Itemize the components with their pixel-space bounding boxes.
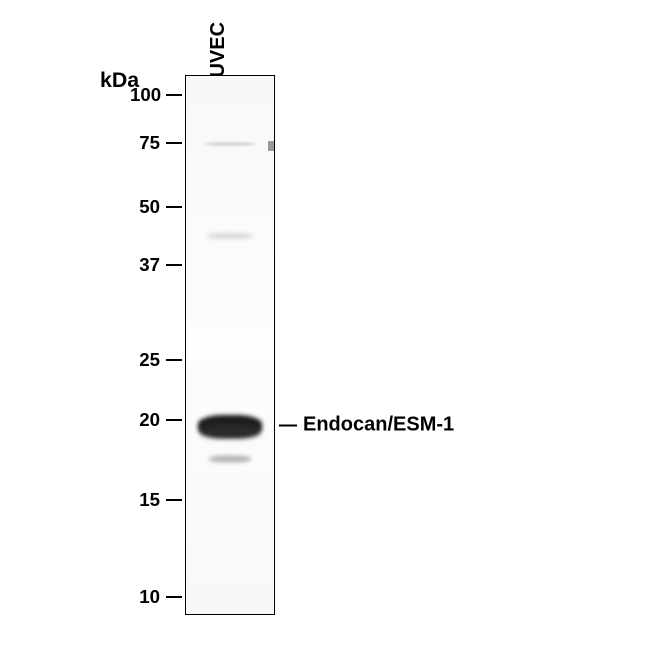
band	[207, 233, 253, 239]
band	[209, 456, 251, 463]
mw-marker-value: 75	[130, 132, 160, 154]
mw-marker-50: 50	[130, 196, 182, 218]
mw-marker-tick	[166, 499, 182, 501]
mw-marker-tick	[166, 419, 182, 421]
annotation-tick	[279, 424, 297, 426]
annotation-label: Endocan/ESM-1	[303, 414, 454, 437]
mw-marker-10: 10	[130, 586, 182, 608]
mw-marker-tick	[166, 359, 182, 361]
mw-marker-tick	[166, 264, 182, 266]
lane-edge-artifact	[268, 141, 274, 151]
mw-marker-tick	[166, 94, 182, 96]
mw-marker-tick	[166, 142, 182, 144]
mw-marker-20: 20	[130, 409, 182, 431]
mw-marker-value: 20	[130, 409, 160, 431]
mw-marker-75: 75	[130, 132, 182, 154]
western-blot-figure: kDa HUVEC 10075503725201510 Endocan/ESM-…	[100, 35, 550, 615]
mw-marker-15: 15	[130, 489, 182, 511]
mw-marker-value: 25	[130, 349, 160, 371]
mw-marker-value: 100	[130, 84, 160, 106]
blot-lane	[185, 75, 275, 615]
mw-marker-value: 37	[130, 254, 160, 276]
mw-marker-value: 15	[130, 489, 160, 511]
mw-marker-tick	[166, 596, 182, 598]
band	[205, 142, 255, 146]
mw-marker-25: 25	[130, 349, 182, 371]
mw-marker-37: 37	[130, 254, 182, 276]
mw-marker-tick	[166, 206, 182, 208]
band-annotation-endocan: Endocan/ESM-1	[279, 414, 454, 437]
mw-marker-value: 50	[130, 196, 160, 218]
mw-marker-100: 100	[130, 84, 182, 106]
mw-marker-value: 10	[130, 586, 160, 608]
band	[200, 424, 260, 438]
